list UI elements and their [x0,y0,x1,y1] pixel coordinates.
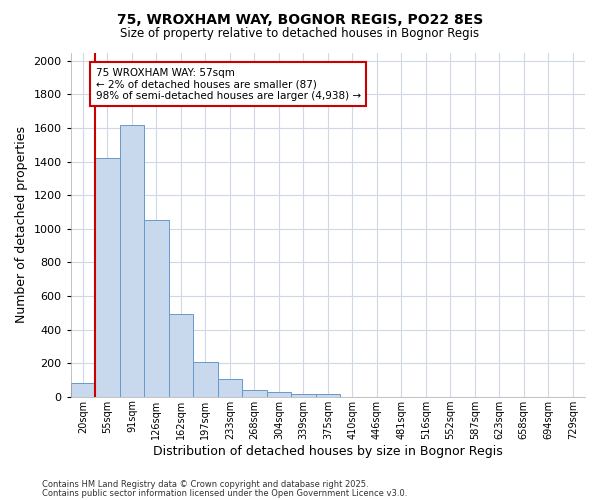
Bar [71,383,95,396]
X-axis label: Distribution of detached houses by size in Bognor Regis: Distribution of detached houses by size … [153,444,503,458]
Bar [266,392,291,396]
Y-axis label: Number of detached properties: Number of detached properties [15,126,28,323]
Text: Contains HM Land Registry data © Crown copyright and database right 2025.: Contains HM Land Registry data © Crown c… [42,480,368,489]
Text: 75 WROXHAM WAY: 57sqm
← 2% of detached houses are smaller (87)
98% of semi-detac: 75 WROXHAM WAY: 57sqm ← 2% of detached h… [95,68,361,101]
Bar [95,158,119,396]
Text: Contains public sector information licensed under the Open Government Licence v3: Contains public sector information licen… [42,488,407,498]
Bar [242,390,266,396]
Text: Size of property relative to detached houses in Bognor Regis: Size of property relative to detached ho… [121,28,479,40]
Bar [144,220,169,396]
Bar [119,124,144,396]
Bar [169,314,193,396]
Bar [291,394,316,396]
Text: 75, WROXHAM WAY, BOGNOR REGIS, PO22 8ES: 75, WROXHAM WAY, BOGNOR REGIS, PO22 8ES [117,12,483,26]
Bar [193,362,218,396]
Bar [316,394,340,396]
Bar [218,379,242,396]
